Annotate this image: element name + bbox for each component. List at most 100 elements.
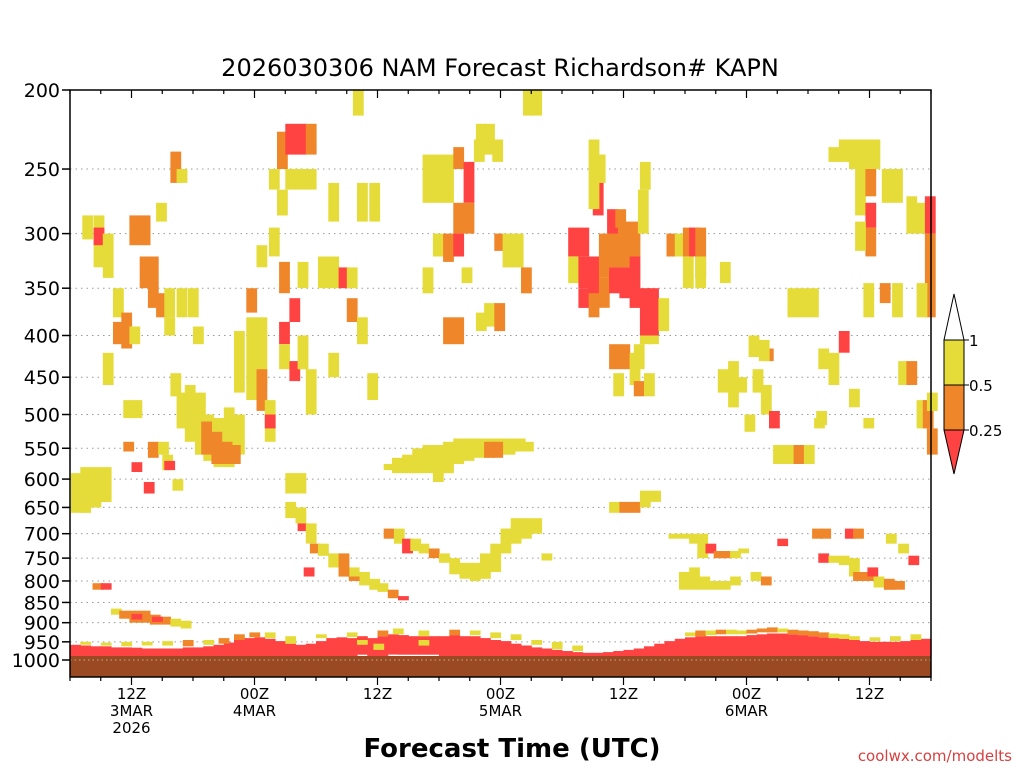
- heatmap-cell: [500, 641, 512, 656]
- heatmap-cell: [131, 647, 143, 656]
- colorbar-top-arrow: [943, 293, 965, 341]
- heatmap-cell: [541, 553, 553, 561]
- heatmap-cell: [629, 256, 641, 308]
- x-tick-label: 3MAR: [110, 702, 153, 720]
- heatmap-cell: [221, 441, 233, 464]
- heatmap-cell: [184, 385, 196, 442]
- heatmap-cell: [93, 227, 105, 246]
- heatmap-cell: [141, 648, 153, 656]
- heatmap-cell: [336, 637, 348, 656]
- heatmap-cell: [80, 645, 92, 656]
- heatmap-cell: [654, 643, 666, 656]
- heatmap-cell: [203, 640, 215, 645]
- heatmap-cell: [816, 411, 827, 425]
- heatmap-cell: [873, 576, 885, 588]
- heatmap-cell: [629, 221, 641, 257]
- heatmap-cell: [648, 335, 659, 345]
- heatmap-cell: [453, 233, 465, 257]
- heatmap-cell: [111, 608, 122, 615]
- heatmap-cell: [279, 321, 290, 345]
- heatmap-cell: [459, 562, 471, 579]
- heatmap-cell: [346, 298, 358, 322]
- heatmap-cell: [277, 131, 288, 169]
- heatmap-cell: [480, 553, 491, 579]
- heatmap-cell: [510, 518, 522, 544]
- heatmap-cell: [139, 610, 151, 623]
- heatmap-cell: [793, 445, 805, 464]
- colorbar-bin-0: [943, 339, 965, 386]
- heatmap-cell: [102, 233, 114, 278]
- heatmap-cell: [473, 139, 485, 162]
- heatmap-cell: [906, 196, 918, 234]
- heatmap-cell: [668, 533, 680, 539]
- heatmap-cell: [644, 646, 655, 656]
- heatmap-cell: [855, 169, 866, 216]
- heatmap-cell: [176, 288, 188, 318]
- heatmap-cell: [748, 335, 760, 357]
- heatmap-cell: [352, 90, 364, 116]
- heatmap-cell: [572, 645, 584, 651]
- heatmap-cell: [674, 638, 686, 656]
- heatmap-cell: [182, 647, 194, 656]
- heatmap-cell: [346, 638, 358, 656]
- heatmap-cell: [838, 555, 850, 566]
- x-tick-label: 4MAR: [233, 702, 276, 720]
- heatmap-cell: [885, 533, 897, 544]
- heatmap-cell: [256, 369, 268, 411]
- heatmap-cell: [838, 638, 850, 656]
- heatmap-cell: [838, 634, 850, 639]
- heatmap-cell: [715, 629, 727, 635]
- colorbar-label: 1: [969, 332, 979, 350]
- heatmap-cell: [432, 445, 444, 482]
- heatmap-cell: [131, 613, 143, 620]
- heatmap-cell: [418, 543, 430, 554]
- plot-area: [69, 89, 938, 678]
- heatmap-cell: [551, 641, 563, 650]
- heatmap-cell: [285, 636, 297, 644]
- plot-background: [70, 90, 931, 677]
- heatmap-cell: [164, 460, 176, 471]
- y-tick-label: 850: [24, 592, 60, 614]
- heatmap-cell: [418, 640, 430, 646]
- heatmap-cell: [633, 381, 645, 397]
- y-tick-label: 300: [24, 224, 60, 246]
- heatmap-cell: [777, 633, 789, 656]
- x-tick-label: 00Z: [732, 685, 761, 703]
- heatmap-cell: [338, 267, 350, 289]
- heatmap-cell: [71, 473, 82, 513]
- heatmap-cell: [218, 638, 230, 644]
- heatmap-cell: [443, 317, 454, 345]
- heatmap-cell: [541, 648, 553, 656]
- heatmap-cell: [531, 90, 543, 116]
- heatmap-cell: [70, 644, 81, 656]
- heatmap-cell: [295, 123, 307, 155]
- heatmap-cell: [469, 562, 481, 581]
- heatmap-cell: [357, 640, 368, 645]
- heatmap-cell: [285, 643, 297, 656]
- heatmap-cell: [855, 221, 866, 251]
- heatmap-cell: [685, 637, 696, 656]
- heatmap-cell: [418, 630, 430, 637]
- heatmap-cell: [92, 583, 104, 590]
- heatmap-cell: [890, 641, 901, 656]
- heatmap-cell: [760, 385, 772, 415]
- heatmap-cell: [906, 361, 918, 385]
- heatmap-cell: [750, 572, 762, 581]
- colorbar-bin-1: [943, 384, 965, 431]
- heatmap-cell: [328, 352, 340, 378]
- heatmap-cell: [422, 154, 434, 203]
- heatmap-cell: [158, 441, 169, 455]
- heatmap-cell: [562, 651, 573, 656]
- heatmap-cell: [883, 578, 895, 590]
- heatmap-cell: [367, 373, 379, 400]
- heatmap-cell: [410, 538, 422, 551]
- y-tick-label: 900: [24, 613, 60, 635]
- y-tick-label: 800: [24, 571, 60, 593]
- heatmap-cell: [285, 473, 297, 494]
- heatmap-cell: [90, 646, 102, 656]
- heatmap-cell: [443, 154, 454, 203]
- heatmap-cell: [726, 629, 737, 635]
- heatmap-cell: [305, 369, 317, 415]
- heatmap-cell: [246, 288, 258, 313]
- heatmap-cell: [730, 551, 741, 559]
